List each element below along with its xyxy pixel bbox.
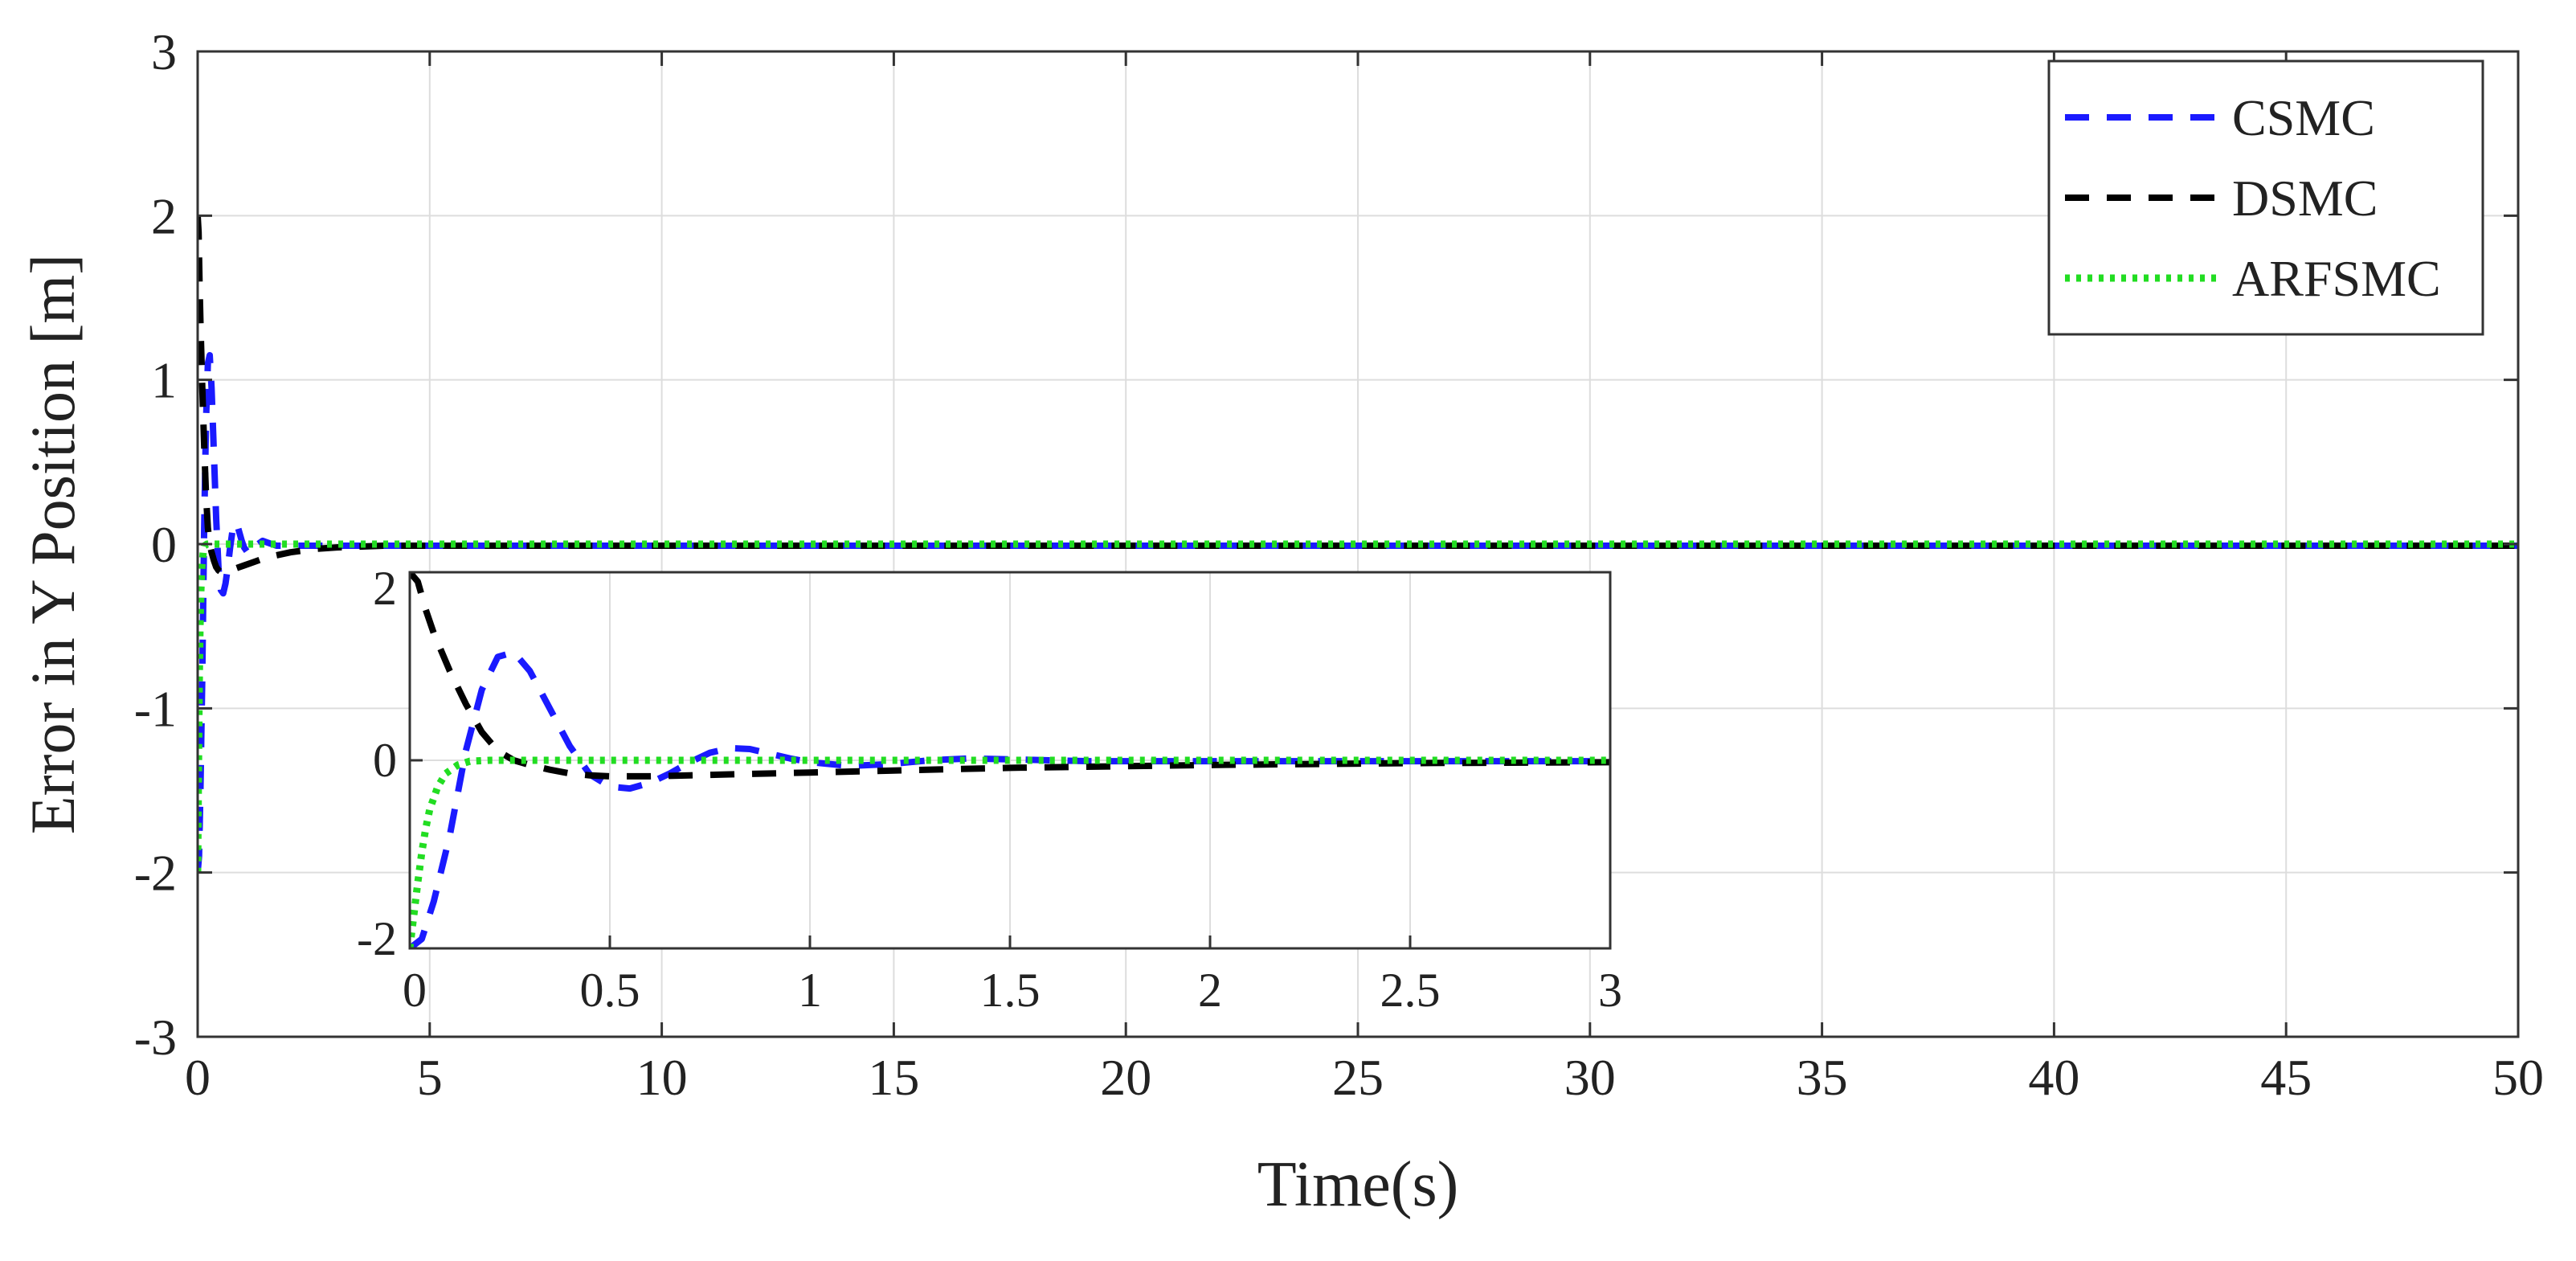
main-x-tick-label: 5 <box>417 1049 443 1106</box>
main-y-tick-label: 1 <box>151 352 177 409</box>
inset-x-tick-label: 3 <box>1598 964 1622 1017</box>
inset-x-tick-label: 1.5 <box>980 964 1041 1017</box>
inset-y-tick-label: 0 <box>373 734 397 787</box>
main-x-tick-label: 45 <box>2260 1049 2312 1106</box>
inset-x-tick-label: 0.5 <box>580 964 640 1017</box>
main-x-tick-label: 20 <box>1100 1049 1151 1106</box>
main-x-tick-label: 50 <box>2492 1049 2544 1106</box>
inset-x-tick-label: 1 <box>798 964 822 1017</box>
inset-chart: 0 0.5 1 1.5 2 2.5 3-202 <box>357 562 1622 1017</box>
main-y-tick-label: -1 <box>134 680 177 737</box>
inset-x-tick-label: 2.5 <box>1380 964 1441 1017</box>
inset-series-line-arfsmc <box>410 756 1610 948</box>
series-line-dsmc <box>198 215 2518 575</box>
main-y-tick-label: 3 <box>151 23 177 80</box>
main-y-tick-label: 0 <box>151 516 177 573</box>
main-x-tick-label: 25 <box>1332 1049 1384 1106</box>
inset-y-tick-label: 2 <box>373 562 397 615</box>
x-axis-label: Time(s) <box>1257 1149 1458 1220</box>
main-x-tick-label: 10 <box>636 1049 688 1106</box>
inset-series-group <box>410 572 1610 948</box>
legend: CSMC DSMC ARFSMC <box>2047 59 2484 336</box>
main-y-tick-label: -3 <box>134 1009 177 1066</box>
main-x-tick-label: 0 <box>185 1049 211 1106</box>
main-y-tick-label: -2 <box>134 845 177 902</box>
inset-series-line-dsmc <box>410 572 1610 780</box>
inset-x-tick-label: 0 <box>403 964 427 1017</box>
main-x-tick-label: 15 <box>868 1049 919 1106</box>
legend-label-arfsmc: ARFSMC <box>2232 250 2441 307</box>
legend-label-dsmc: DSMC <box>2232 170 2378 227</box>
y-axis-label: Error in Y Position [m] <box>18 254 88 834</box>
main-x-tick-label: 40 <box>2028 1049 2079 1106</box>
main-x-tick-label: 30 <box>1564 1049 1616 1106</box>
legend-label-csmc: CSMC <box>2232 89 2375 146</box>
main-x-tick-label: 35 <box>1797 1049 1848 1106</box>
inset-x-tick-label: 2 <box>1198 964 1222 1017</box>
inset-y-tick-label: -2 <box>357 912 397 965</box>
main-y-tick-label: 2 <box>151 187 177 244</box>
